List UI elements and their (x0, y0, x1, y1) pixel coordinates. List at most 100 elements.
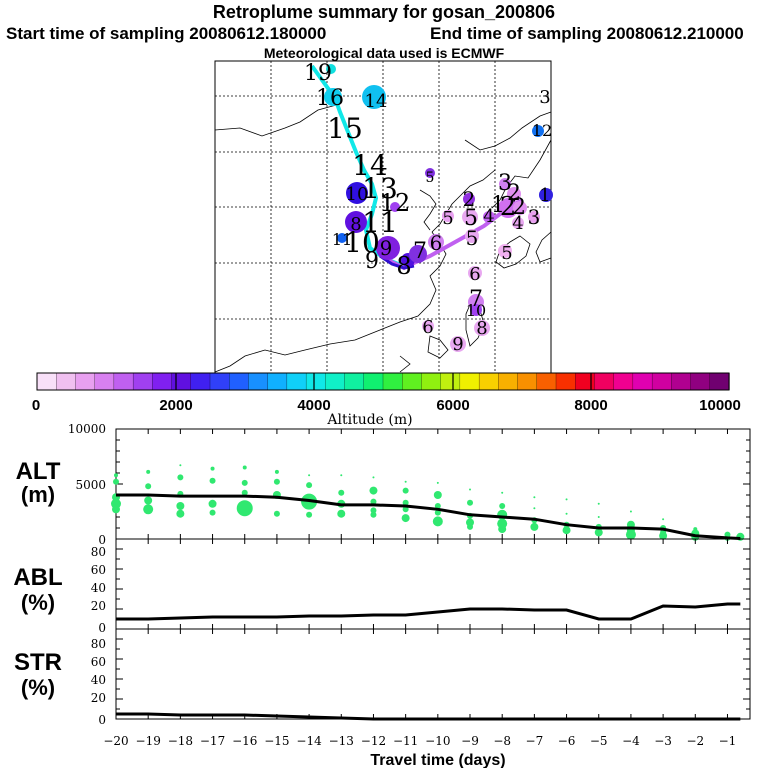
colorbar-cell (267, 372, 288, 391)
abl-ytick: 60 (91, 563, 106, 577)
map-label: 13 (362, 172, 398, 205)
alt-ytick: 5000 (75, 478, 106, 492)
map-marker (442, 210, 454, 222)
colorbar-cell (536, 372, 557, 391)
x-tick-label: −16 (232, 734, 257, 748)
colorbar-cell (632, 372, 653, 391)
alt-scatter-point (146, 469, 151, 474)
colorbar-tick-label: 4000 (297, 397, 330, 414)
map-marker (362, 85, 386, 109)
abl-ytick: 80 (91, 545, 106, 559)
x-tick-label: −10 (425, 734, 450, 748)
alt-scatter-point (498, 525, 507, 534)
str-label: STR (14, 649, 62, 676)
chart-title: Retroplume summary for gosan_200806 (212, 2, 556, 22)
alt-scatter-point (501, 491, 504, 494)
abl-ytick: 0 (98, 621, 106, 635)
trajectory-line-mid (379, 254, 415, 270)
alt-scatter-point (432, 516, 443, 527)
alt-scatter-point (562, 526, 571, 535)
alt-scatter-point (143, 504, 154, 515)
map-marker (425, 168, 435, 178)
colorbar-cell (440, 372, 461, 391)
map-marker (474, 320, 490, 336)
colorbar-cell (229, 372, 250, 391)
alt-scatter-point (370, 511, 377, 518)
map-label: 6 (422, 317, 433, 338)
alt-scatter-point (112, 505, 120, 514)
map-label: 4 (483, 206, 494, 227)
colorbar-cell (36, 372, 57, 391)
alt-scatter-point (208, 499, 217, 508)
alt-scatter-point (533, 496, 536, 499)
alt-scatter-point (273, 510, 280, 517)
alt-label: ALT (16, 458, 61, 485)
map-label: 2 (507, 181, 521, 206)
coastline (214, 103, 552, 373)
alt-ytick: 0 (98, 533, 106, 547)
map-marker (539, 188, 553, 202)
map-label: 5 (442, 208, 453, 229)
map-label: 10 (346, 184, 369, 205)
alt-series-line (116, 493, 741, 540)
alt-scatter-point (469, 488, 472, 491)
alt-scatter-point (241, 479, 248, 486)
map-label: 8 (350, 214, 361, 235)
colorbar-cell (190, 372, 211, 391)
map-label: 5 (466, 226, 479, 250)
str-unit: (%) (21, 675, 55, 700)
abl-ytick: 40 (91, 581, 106, 595)
altitude-colorbar: 0 2000 4000 6000 8000 10000 Altitude (m) (32, 372, 741, 428)
map-gridlines (215, 61, 551, 373)
map-label: 14 (352, 149, 388, 182)
map-marker (346, 182, 368, 204)
colorbar-cell (594, 372, 615, 391)
colorbar-cell (517, 372, 538, 391)
alt-scatter-point (369, 486, 378, 495)
map-label: 1 (491, 193, 505, 218)
abl-unit: (%) (21, 590, 55, 615)
alt-panel (111, 428, 751, 541)
colorbar-cell (690, 372, 711, 391)
colorbar-cell (555, 372, 576, 391)
start-time-label: Start time of sampling 20080612.180000 (6, 24, 327, 43)
colorbar-cell (421, 372, 442, 391)
colorbar-cell (171, 372, 192, 391)
colorbar-cell (132, 372, 153, 391)
map-label: 6 (469, 264, 480, 285)
x-tick-label: −7 (526, 734, 544, 748)
map-marker (324, 88, 342, 106)
str-ytick: 60 (91, 655, 106, 669)
abl-panel (115, 538, 751, 630)
alt-scatter-point (467, 499, 474, 506)
colorbar-cell (651, 372, 672, 391)
x-tick-label: −1 (719, 734, 737, 748)
alt-scatter-point (306, 482, 313, 489)
colorbar-cell (113, 372, 134, 391)
map-label: 9 (452, 334, 463, 355)
alt-scatter-point (625, 529, 636, 540)
alt-scatter-point (434, 503, 441, 509)
alt-unit: (m) (21, 482, 55, 507)
map-marker (498, 244, 512, 258)
x-tick-label: −5 (590, 734, 608, 748)
alt-scatter-point (629, 510, 632, 513)
colorbar-cell (478, 372, 499, 391)
map-label: 5 (464, 206, 478, 231)
map-label: 4 (512, 213, 523, 234)
alt-scatter-point (337, 509, 346, 518)
map-marker (463, 193, 475, 205)
alt-scatter-point (436, 481, 439, 484)
colorbar-cell (94, 372, 115, 391)
map-marker (470, 304, 482, 316)
map-label: 11 (332, 230, 352, 249)
str-ytick: 20 (91, 691, 106, 705)
colorbar-cell (75, 372, 96, 391)
map-label: 16 (316, 86, 344, 111)
map-marker (512, 217, 524, 229)
map-label: 15 (327, 112, 363, 145)
x-tick-label: −17 (200, 734, 225, 748)
colorbar-cell (613, 372, 634, 391)
map-label: 3 (539, 87, 550, 108)
map-marker (345, 211, 367, 233)
